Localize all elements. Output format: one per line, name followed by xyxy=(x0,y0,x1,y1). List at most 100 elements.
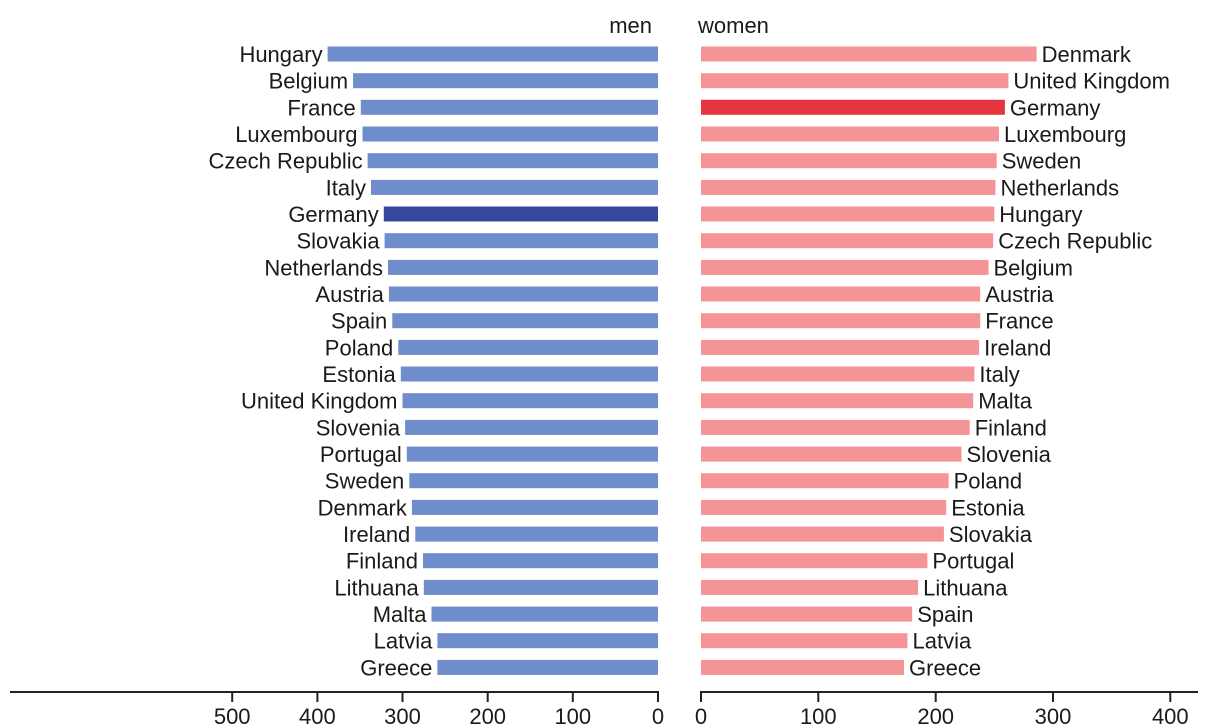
men-category-label: Netherlands xyxy=(264,255,383,280)
men-bar-hungary xyxy=(327,46,658,62)
men-category-label: Germany xyxy=(288,202,378,227)
men-bar-united-kingdom xyxy=(402,393,658,409)
men-category-label: Finland xyxy=(346,549,418,574)
women-bar-france xyxy=(701,313,981,329)
men-bar-portugal xyxy=(406,446,658,462)
men-category-label: Sweden xyxy=(325,469,405,494)
men-tick-label: 100 xyxy=(554,704,591,728)
women-bar-poland xyxy=(701,473,949,489)
men-bar-slovenia xyxy=(405,419,658,435)
women-bar-sweden xyxy=(701,153,997,169)
women-bar-germany xyxy=(701,99,1005,115)
women-category-label: Luxembourg xyxy=(1004,122,1126,147)
men-category-label: Poland xyxy=(325,335,394,360)
men-bar-lithuana xyxy=(423,579,658,595)
men-bar-greece xyxy=(437,659,658,675)
men-category-label: Slovakia xyxy=(296,229,380,254)
women-bar-belgium xyxy=(701,259,989,275)
men-bar-netherlands xyxy=(388,259,658,275)
women-bar-spain xyxy=(701,606,913,622)
men-category-label: Austria xyxy=(315,282,384,307)
women-bar-slovakia xyxy=(701,526,944,542)
women-ticks: 0 100 200 300 400 xyxy=(695,692,1189,728)
men-category-label: Italy xyxy=(326,175,366,200)
women-tick-label: 300 xyxy=(1035,704,1072,728)
women-bar-austria xyxy=(701,286,981,302)
women-category-label: Belgium xyxy=(994,255,1073,280)
women-bar-portugal xyxy=(701,553,928,569)
men-bar-slovakia xyxy=(384,233,658,249)
men-category-label: Belgium xyxy=(269,69,348,94)
women-bar-italy xyxy=(701,366,975,382)
women-category-label: United Kingdom xyxy=(1013,69,1170,94)
men-bar-finland xyxy=(423,553,658,569)
men-category-label: Portugal xyxy=(320,442,402,467)
men-bar-austria xyxy=(388,286,658,302)
women-category-label: Lithuana xyxy=(923,575,1008,600)
women-category-label: Poland xyxy=(954,469,1023,494)
women-category-label: Sweden xyxy=(1002,149,1082,174)
women-bar-malta xyxy=(701,393,974,409)
men-bar-sweden xyxy=(409,473,658,489)
men-category-label: Czech Republic xyxy=(209,149,363,174)
men-category-label: Luxembourg xyxy=(235,122,357,147)
men-tick-label: 500 xyxy=(214,704,251,728)
men-title: men xyxy=(609,13,652,38)
women-bar-slovenia xyxy=(701,446,962,462)
men-bar-france xyxy=(360,99,658,115)
women-category-label: Latvia xyxy=(913,629,972,654)
men-category-label: Hungary xyxy=(239,42,322,67)
men-bar-italy xyxy=(371,179,658,195)
men-category-label: Ireland xyxy=(343,522,410,547)
men-tick-label: 0 xyxy=(652,704,664,728)
men-category-label: Lithuana xyxy=(334,575,419,600)
women-category-label: Portugal xyxy=(932,549,1014,574)
women-category-label: Greece xyxy=(909,655,981,680)
women-bar-ireland xyxy=(701,339,980,355)
women-category-label: Finland xyxy=(975,415,1047,440)
men-bar-estonia xyxy=(400,366,658,382)
men-category-label: Greece xyxy=(360,655,432,680)
men-ticks: 500 400 300 200 100 0 xyxy=(214,692,664,728)
women-tick-label: 400 xyxy=(1152,704,1189,728)
men-bars xyxy=(327,46,658,675)
men-bar-latvia xyxy=(437,633,658,649)
women-bar-greece xyxy=(701,659,904,675)
women-category-label: Malta xyxy=(978,389,1033,414)
women-category-label: France xyxy=(985,309,1053,334)
women-category-label: Estonia xyxy=(951,495,1025,520)
men-category-label: United Kingdom xyxy=(241,389,398,414)
women-tick-label: 200 xyxy=(917,704,954,728)
women-category-label: Netherlands xyxy=(1001,175,1120,200)
women-category-label: Italy xyxy=(979,362,1019,387)
men-category-label: Malta xyxy=(373,602,428,627)
women-category-label: Denmark xyxy=(1042,42,1132,67)
men-category-label: Denmark xyxy=(318,495,408,520)
women-title: women xyxy=(697,13,769,38)
women-bar-czech-republic xyxy=(701,233,994,249)
men-category-label: Estonia xyxy=(322,362,396,387)
women-category-label: Ireland xyxy=(984,335,1051,360)
men-bar-spain xyxy=(392,313,658,329)
men-bar-poland xyxy=(398,339,658,355)
women-bar-netherlands xyxy=(701,179,996,195)
women-category-label: Slovakia xyxy=(949,522,1033,547)
women-bar-finland xyxy=(701,419,970,435)
women-category-label: Czech Republic xyxy=(998,229,1152,254)
women-tick-label: 0 xyxy=(695,704,707,728)
men-bar-ireland xyxy=(415,526,658,542)
men-bar-denmark xyxy=(411,499,658,515)
women-tick-label: 100 xyxy=(800,704,837,728)
men-bar-belgium xyxy=(353,73,658,89)
women-category-label: Slovenia xyxy=(967,442,1052,467)
women-bar-estonia xyxy=(701,499,947,515)
men-category-label: Spain xyxy=(331,309,387,334)
women-category-label: Spain xyxy=(917,602,973,627)
men-bar-czech-republic xyxy=(367,153,658,169)
women-bar-denmark xyxy=(701,46,1037,62)
men-bar-germany xyxy=(383,206,658,222)
